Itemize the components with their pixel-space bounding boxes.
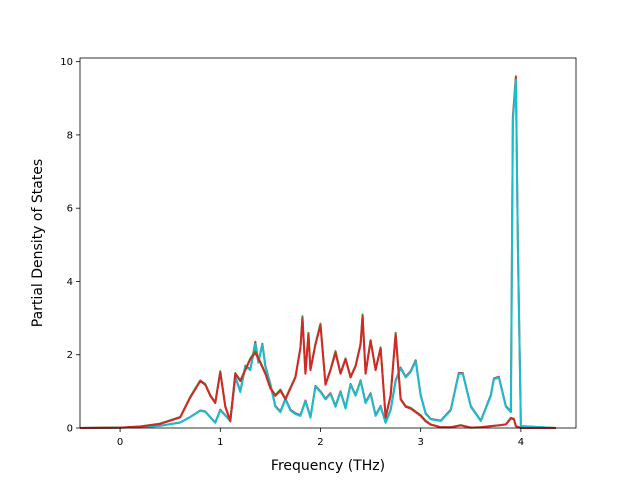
y-tick-label: 10 [60, 57, 73, 68]
series-line-2 [79, 315, 556, 429]
x-tick-label: 1 [217, 437, 223, 448]
series-layer [79, 75, 557, 429]
series-line-4 [79, 78, 557, 429]
plot-frame [79, 57, 577, 429]
y-tick-label: 8 [67, 130, 73, 141]
x-tick-label: 2 [317, 437, 323, 448]
x-axis-label: Frequency (THz) [271, 458, 385, 474]
x-tick-label: 0 [117, 437, 123, 448]
x-axis-ticks: 0 1 2 3 4 [117, 428, 524, 448]
y-tick-label: 4 [67, 277, 73, 288]
x-tick-label: 4 [518, 437, 524, 448]
x-tick-label: 3 [417, 437, 423, 448]
y-axis-ticks: 0 2 4 6 8 10 [60, 57, 80, 435]
plot-area [80, 58, 576, 428]
y-tick-label: 2 [67, 350, 73, 361]
y-tick-label: 0 [67, 424, 73, 435]
y-axis-label: Partial Density of States [30, 159, 46, 327]
y-tick-label: 6 [67, 204, 73, 215]
